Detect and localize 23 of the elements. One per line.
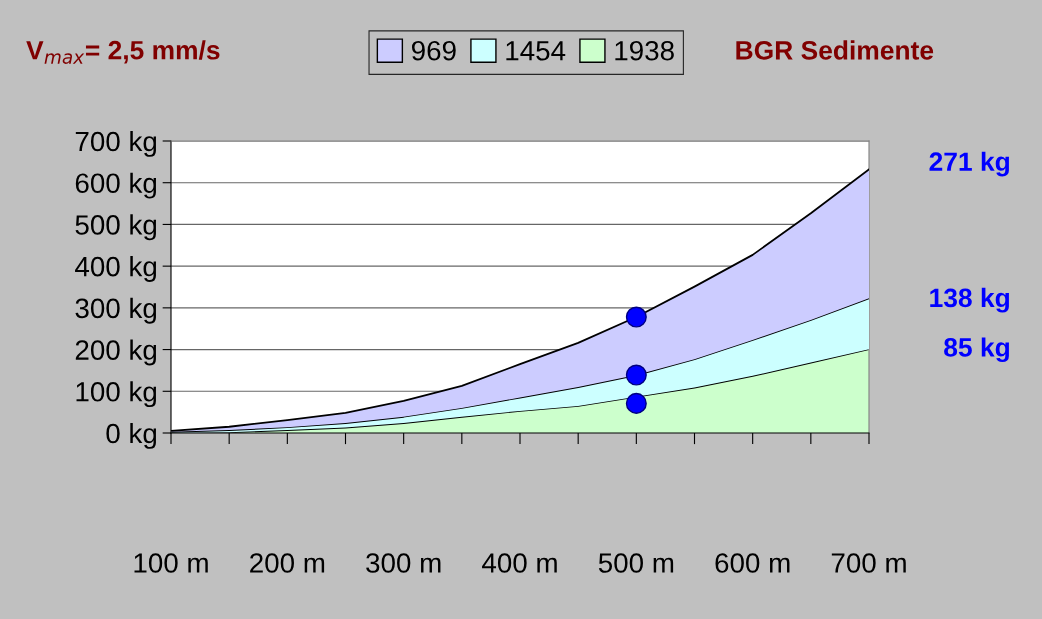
legend-label: 969 [412, 40, 456, 61]
x-tick-label: 100 m [134, 553, 208, 573]
x-tick-label: 600 m [715, 553, 790, 573]
y-tick-label: 700 kg [75, 130, 157, 157]
x-tick-label: 200 m [250, 553, 325, 573]
text: 85 kg [944, 337, 1009, 363]
y-tick-label: 400 kg [75, 256, 157, 282]
y-tick-label: 0 kg [106, 422, 157, 449]
y-tick-label: 300 kg [75, 297, 157, 324]
text: 138 kg [930, 287, 1009, 313]
text: 271 kg [929, 151, 1009, 177]
legend-label: 1938 [615, 40, 674, 61]
y-tick-label: 500 kg [75, 214, 157, 241]
chart-title: V$_{max}$= 2,5 mm/s [26, 40, 220, 64]
y-tick-label: 100 kg [76, 381, 157, 408]
x-tick-label: 300 m [366, 553, 441, 573]
x-tick-label: 400 m [482, 553, 557, 573]
legend-label: 1454 [506, 41, 566, 61]
y-tick-label: 200 kg [75, 339, 157, 366]
y-tick-label: 600 kg [75, 172, 157, 199]
chart-subtitle: BGR Sedimente [736, 40, 934, 60]
x-tick-label: 500 m [598, 553, 674, 573]
x-tick-label: 700 m [831, 553, 906, 573]
